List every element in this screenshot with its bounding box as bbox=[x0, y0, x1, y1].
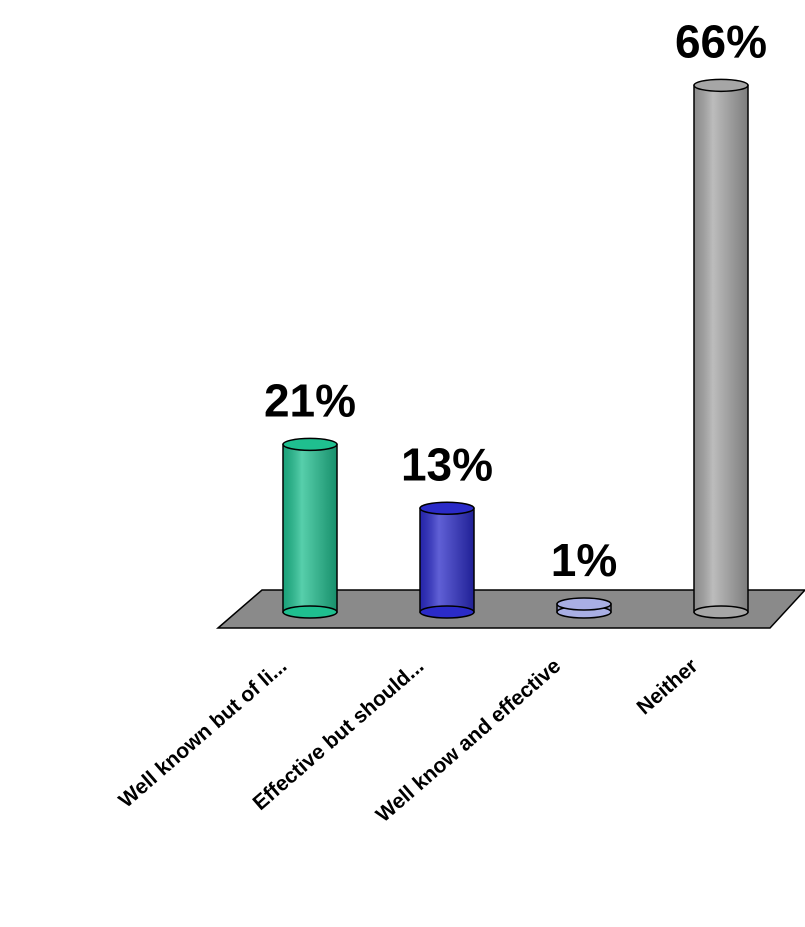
bar-base bbox=[282, 605, 338, 619]
bar-base bbox=[419, 605, 475, 619]
bar-shade bbox=[283, 444, 337, 612]
bar-shade bbox=[420, 508, 474, 612]
data-label: 13% bbox=[401, 438, 493, 490]
floor bbox=[215, 589, 805, 629]
plot: 21%Well known but of li...13%Effective b… bbox=[114, 15, 767, 827]
bar-base bbox=[693, 605, 749, 619]
bar-top bbox=[693, 78, 749, 93]
bar-top bbox=[282, 437, 338, 452]
data-label: 1% bbox=[551, 534, 617, 586]
bar-top bbox=[419, 501, 475, 516]
data-label: 66% bbox=[675, 15, 767, 67]
x-tick-label: Neither bbox=[633, 654, 703, 719]
bar-shade bbox=[694, 85, 748, 612]
data-label: 21% bbox=[264, 374, 356, 426]
bar-top bbox=[556, 597, 612, 611]
